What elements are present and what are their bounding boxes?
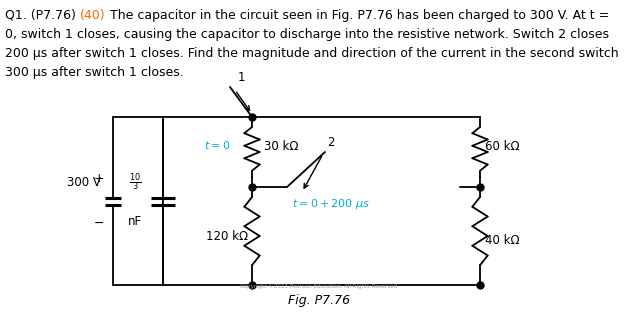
Text: 120 kΩ: 120 kΩ [206, 230, 248, 243]
Text: −: − [94, 217, 104, 230]
Text: 1: 1 [238, 71, 246, 84]
Text: The capacitor in the circuit seen in Fig. P7.76 has been charged to 300 V. At t : The capacitor in the circuit seen in Fig… [105, 9, 609, 22]
Text: $t = 0 + 200$ μs: $t = 0 + 200$ μs [292, 197, 370, 211]
Text: 30 kΩ: 30 kΩ [264, 140, 299, 153]
Text: 200 μs after switch 1 closes. Find the magnitude and direction of the current in: 200 μs after switch 1 closes. Find the m… [5, 47, 619, 60]
Text: $t = 0$: $t = 0$ [204, 139, 230, 151]
Text: 300 μs after switch 1 closes.: 300 μs after switch 1 closes. [5, 66, 184, 79]
Text: 300 V: 300 V [67, 177, 101, 190]
Text: Fig. P7.76: Fig. P7.76 [288, 294, 350, 307]
Text: Copyright ©2013 Pearson Education, All Rights Reserved: Copyright ©2013 Pearson Education, All R… [241, 283, 397, 289]
Text: 60 kΩ: 60 kΩ [485, 140, 519, 153]
Text: 2: 2 [327, 136, 334, 149]
Text: $\frac{10}{3}$: $\frac{10}{3}$ [129, 171, 141, 193]
Text: (40): (40) [80, 9, 105, 22]
Text: 0, switch 1 closes, causing the capacitor to discharge into the resistive networ: 0, switch 1 closes, causing the capacito… [5, 28, 609, 41]
Text: Q1. (P7.76): Q1. (P7.76) [5, 9, 80, 22]
Text: +: + [94, 172, 104, 185]
Text: nF: nF [128, 215, 142, 228]
Text: 40 kΩ: 40 kΩ [485, 235, 519, 248]
